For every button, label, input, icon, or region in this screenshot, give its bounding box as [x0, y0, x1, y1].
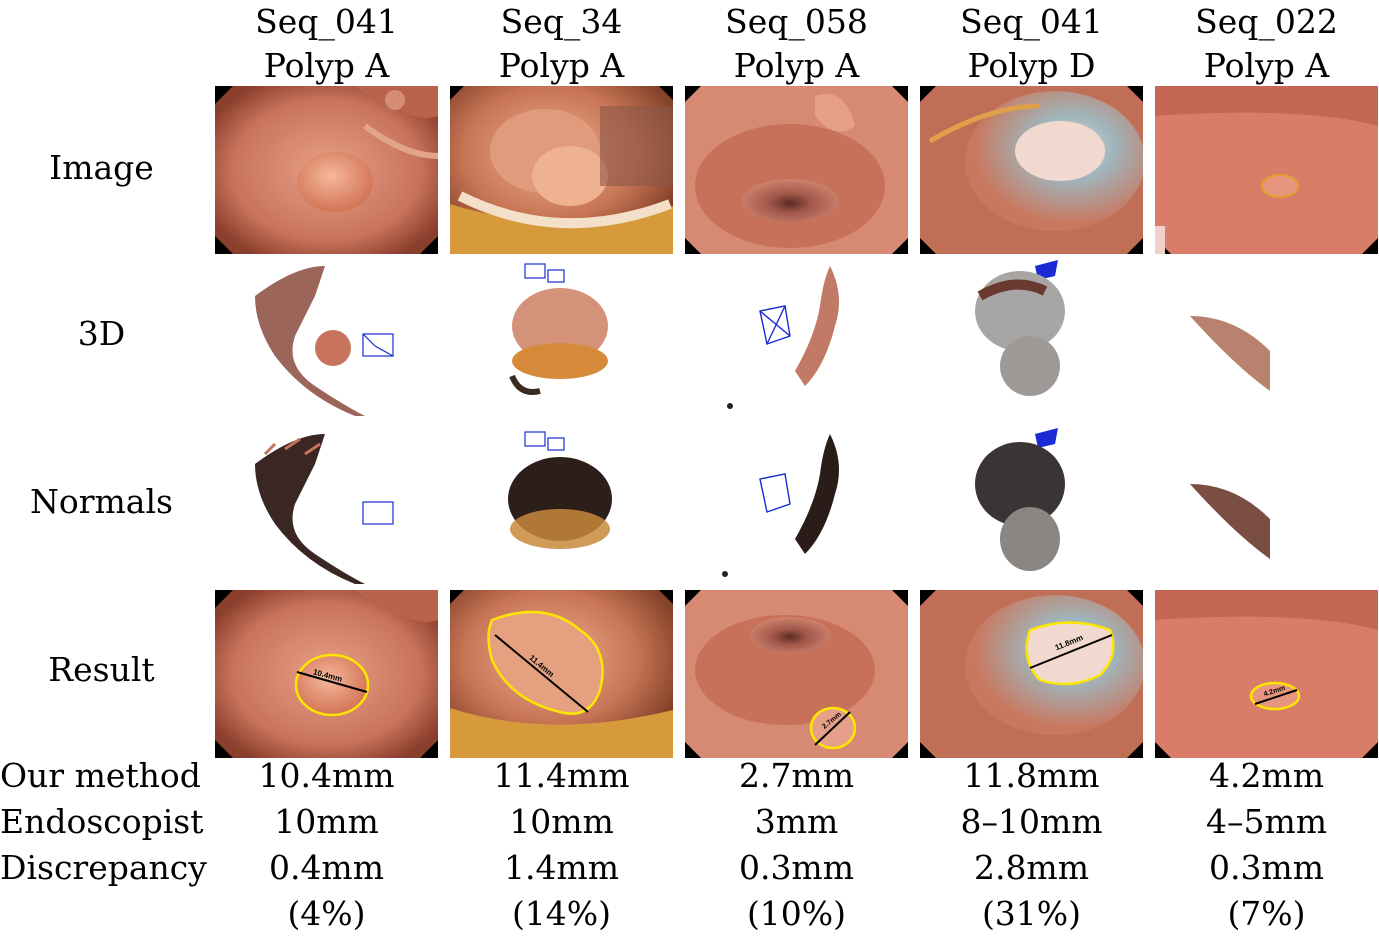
col-1-seq: Seq_041 [255, 2, 398, 41]
col-2-polyp: Polyp A [498, 46, 625, 85]
endo-3: 3mm [754, 802, 839, 841]
disc-1: 0.4mm [268, 848, 385, 887]
image-3 [685, 86, 908, 254]
col-2-seq: Seq_34 [500, 2, 623, 41]
result-4: 11.8mm [920, 590, 1143, 758]
ours-3: 2.7mm [738, 756, 855, 795]
endo-5: 4–5mm [1205, 802, 1328, 841]
image-1 [215, 86, 438, 254]
normals-5 [1155, 424, 1378, 592]
col-header-2: Seq_34 Polyp A [450, 0, 673, 88]
pointcloud-5 [1155, 256, 1378, 424]
pct-4: (31%) [981, 894, 1082, 933]
row-label-result: Result [48, 650, 155, 689]
pointcloud-2 [450, 256, 673, 424]
image-4 [920, 86, 1143, 254]
image-5 [1155, 86, 1378, 254]
col-5-seq: Seq_022 [1195, 2, 1338, 41]
normals-4 [920, 424, 1143, 592]
result-2: 11.4mm [450, 590, 673, 758]
col-header-5: Seq_022 Polyp A [1155, 0, 1378, 88]
pointcloud-3 [685, 256, 908, 424]
pointcloud-1 [215, 256, 438, 424]
normals-2 [450, 424, 673, 592]
col-3-seq: Seq_058 [725, 2, 868, 41]
ours-2: 11.4mm [493, 756, 630, 795]
col-header-4: Seq_041 Polyp D [920, 0, 1143, 88]
col-header-3: Seq_058 Polyp A [685, 0, 908, 88]
ours-1: 10.4mm [258, 756, 395, 795]
ours-4: 11.8mm [963, 756, 1100, 795]
ours-5: 4.2mm [1208, 756, 1325, 795]
normals-1 [215, 424, 438, 592]
result-1: 10.4mm [215, 590, 438, 758]
col-5-polyp: Polyp A [1203, 46, 1330, 85]
col-4-seq: Seq_041 [960, 2, 1103, 41]
pct-5: (7%) [1227, 894, 1306, 933]
col-4-polyp: Polyp D [967, 46, 1096, 85]
stat-label-disc: Discrepancy [0, 848, 207, 887]
endo-4: 8–10mm [960, 802, 1103, 841]
row-label-3d: 3D [77, 314, 126, 353]
disc-4: 2.8mm [973, 848, 1090, 887]
disc-5: 0.3mm [1208, 848, 1325, 887]
normals-3 [685, 424, 908, 592]
endo-2: 10mm [509, 802, 614, 841]
pointcloud-4 [920, 256, 1143, 424]
result-3: 2.7mm [685, 590, 908, 758]
pct-1: (4%) [287, 894, 366, 933]
image-2 [450, 86, 673, 254]
stat-label-ours: Our method [0, 756, 201, 795]
endo-1: 10mm [274, 802, 379, 841]
pct-2: (14%) [511, 894, 612, 933]
disc-3: 0.3mm [738, 848, 855, 887]
disc-2: 1.4mm [503, 848, 620, 887]
pct-3: (10%) [746, 894, 847, 933]
stat-label-endo: Endoscopist [0, 802, 204, 841]
result-5: 4.2mm [1155, 590, 1378, 758]
col-header-1: Seq_041 Polyp A [215, 0, 438, 88]
row-label-image: Image [49, 148, 154, 187]
col-1-polyp: Polyp A [263, 46, 390, 85]
row-label-normals: Normals [30, 482, 173, 521]
col-3-polyp: Polyp A [733, 46, 860, 85]
